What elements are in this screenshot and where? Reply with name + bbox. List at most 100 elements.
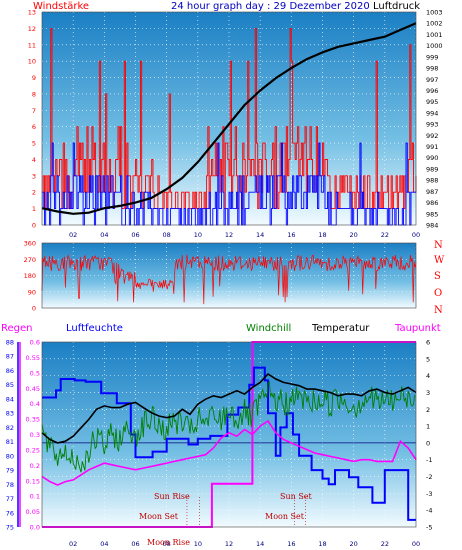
temperature-line [41,372,417,444]
compass-label-n-bottom: N [434,305,443,316]
rain-y-tick-label: 0.2 [30,462,40,470]
weather-x-tick-label: 10 [194,540,202,548]
wind-x-tick-label: 00 [412,231,420,239]
wind-y-tick-label: 0 [32,222,36,230]
rain-y-tick-label: 0.35 [26,416,40,424]
direction-y-tick-label: 90 [28,288,36,296]
temperature-y-tick-label: 0 [426,439,430,447]
wind-direction-trace [41,254,417,305]
weather-x-tick-label: 14 [256,540,264,548]
rain-y-tick-label: 0.25 [26,446,40,454]
wind-y-tick-label: 6 [32,123,36,131]
humidity-y-tick-label: 75 [6,524,14,532]
weather-x-tick-label: 06 [131,540,139,548]
wind-y-tick-label: 5 [32,140,36,148]
humidity-y-tick-label: 87 [6,353,14,361]
pressure-y-tick-label: 992 [426,132,438,140]
weather-x-tick-label: 00 [412,540,420,548]
wind-y-tick-label: 10 [28,58,36,66]
axis-layer: 0123456789101112139849859869879889899909… [6,9,443,549]
humidity-y-tick-label: 86 [6,367,14,375]
temperature-y-tick-label: -1 [426,456,432,464]
moon-rise-label: Moon Rise [147,538,190,547]
direction-panel-frame [41,242,417,309]
humidity-y-tick-label: 84 [6,395,14,403]
rain-y-tick-label: 0.3 [30,431,40,439]
rain-y-tick-label: 0.1 [30,493,40,501]
pressure-label: Luftdruck [373,1,420,12]
pressure-y-tick-label: 989 [426,165,438,173]
wind-y-tick-label: 9 [32,74,36,82]
temperature-label: Temperatur [311,323,370,334]
windchill-line [41,380,416,473]
temperature-y-tick-label: -5 [426,524,432,532]
pressure-y-tick-label: 991 [426,143,438,151]
rain-label: Regen [1,323,33,334]
pressure-y-tick-label: 985 [426,210,438,218]
wind-x-tick-label: 08 [163,231,171,239]
pressure-y-tick-label: 988 [426,177,438,185]
temperature-y-tick-label: 2 [426,406,430,414]
pressure-y-tick-label: 1002 [426,20,443,28]
temperature-y-tick-label: 4 [426,372,430,380]
humidity-y-tick-label: 80 [6,452,14,460]
pressure-y-tick-label: 1003 [426,9,443,17]
rain-y-tick-label: 0.5 [30,369,40,377]
humidity-y-tick-label: 78 [6,481,14,489]
direction-y-tick-label: 180 [24,272,36,280]
weather-x-tick-label: 12 [225,540,233,548]
dewpoint-line [41,419,417,486]
temperature-y-tick-label: -3 [426,490,432,498]
humidity-y-tick-label: 82 [6,424,14,432]
wind-panel-frame [41,11,417,226]
rain-y-tick-label: 0.55 [26,354,40,362]
humidity-line [42,366,416,521]
sun-set-label: Sun Set [280,492,313,501]
temperature-y-tick-label: 5 [426,355,430,363]
pressure-y-tick-label: 996 [426,87,438,95]
rain-y-tick-label: 0.45 [26,385,40,393]
wind-y-tick-label: 12 [28,25,36,33]
wind-y-tick-label: 1 [32,205,36,213]
pressure-y-tick-label: 986 [426,199,438,207]
wind-x-tick-label: 02 [69,231,77,239]
humidity-y-tick-label: 77 [6,495,14,503]
pressure-y-tick-label: 1001 [426,31,443,39]
wind-y-tick-label: 11 [28,41,36,49]
pressure-y-tick-label: 993 [426,121,438,129]
rain-y-tick-label: 0.15 [26,477,40,485]
compass-labels: N W S O N [434,240,445,316]
weather-x-tick-label: 18 [318,540,326,548]
humidity-y-tick-label: 83 [6,410,14,418]
humidity-label: Luftfeuchte [66,323,123,334]
moon-set-label-left: Moon Set [139,512,179,521]
pressure-y-tick-label: 987 [426,188,438,196]
compass-label-o: O [434,288,442,299]
windchill-label: Windchill [246,323,291,334]
weather-panel-frame [41,341,417,528]
weather-x-tick-label: 22 [381,540,389,548]
astro-annotations: Sun Rise Sun Set Moon Set Moon Set Moon … [139,492,313,547]
wind-x-tick-label: 20 [350,231,358,239]
humidity-y-tick-label: 88 [6,339,14,347]
compass-label-w: W [434,255,445,266]
dewpoint-label: Taupunkt [394,323,441,334]
wind-x-tick-label: 18 [318,231,326,239]
sun-rise-label: Sun Rise [154,492,190,501]
weather-x-tick-label: 04 [100,540,108,548]
wind-y-tick-label: 7 [32,107,36,115]
temperature-y-tick-label: 3 [426,389,430,397]
pressure-y-tick-label: 1000 [426,42,443,50]
humidity-y-tick-label: 76 [6,509,14,517]
temperature-y-tick-label: 1 [426,423,430,431]
wind-y-tick-label: 8 [32,90,36,98]
wind-x-tick-label: 16 [287,231,295,239]
humidity-y-tick-label: 79 [6,467,14,475]
direction-y-tick-label: 0 [32,305,36,313]
wind-y-tick-label: 4 [32,156,36,164]
weather-x-tick-label: 16 [287,540,295,548]
wind-y-tick-label: 2 [32,189,36,197]
wind-y-tick-label: 13 [28,9,36,17]
